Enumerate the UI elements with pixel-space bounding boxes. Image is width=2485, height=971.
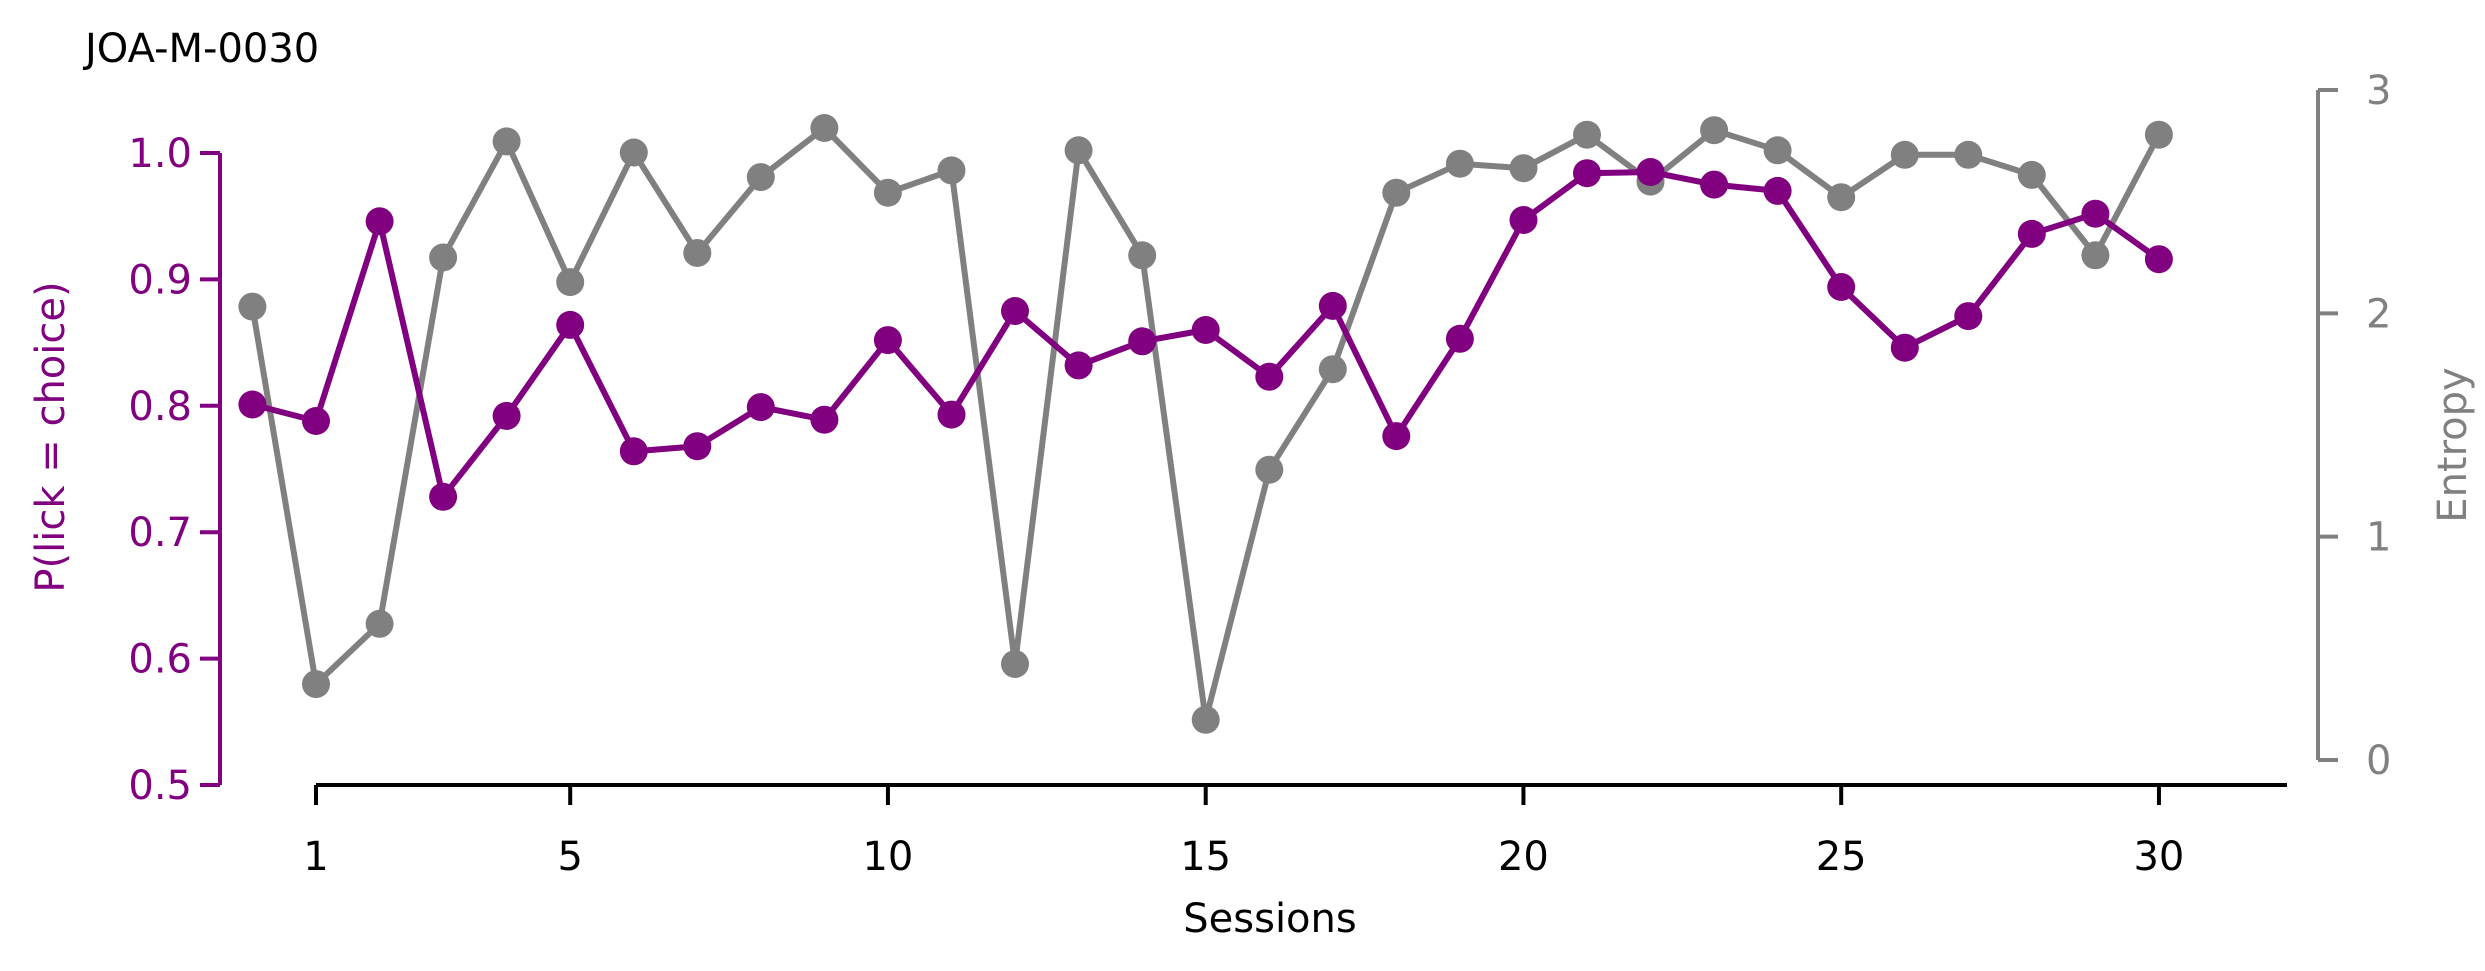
entropy-point	[1763, 136, 1792, 165]
entropy-point	[1128, 241, 1157, 270]
p-lick-choice-point	[1064, 351, 1093, 380]
p-lick-choice-point	[302, 407, 330, 435]
left-y-tick-label: 0.6	[128, 637, 192, 683]
p-lick-choice-point	[1191, 316, 1220, 344]
entropy-point	[365, 609, 394, 638]
left-y-tick-label: 0.7	[128, 510, 192, 556]
entropy-point	[619, 138, 648, 167]
entropy-point	[937, 156, 966, 185]
p-lick-choice-point	[429, 482, 458, 511]
p-lick-choice-point	[873, 326, 902, 355]
p-lick-choice-point	[1636, 158, 1665, 186]
p-lick-choice-point	[1382, 422, 1411, 451]
entropy-point	[746, 163, 775, 192]
entropy-point	[1001, 650, 1029, 678]
x-axis-title: Sessions	[1183, 896, 1356, 942]
entropy-point	[1827, 183, 1856, 212]
p-lick-choice-point	[1700, 170, 1729, 199]
entropy-point	[810, 114, 839, 142]
left-y-tick-label: 0.9	[128, 257, 192, 303]
p-lick-choice-point	[1318, 291, 1347, 320]
x-tick-label: 15	[1180, 834, 1231, 880]
entropy-point	[302, 670, 330, 699]
entropy-point	[1445, 149, 1474, 178]
left-y-tick-label: 0.5	[128, 763, 192, 809]
x-tick-label: 20	[1498, 834, 1549, 880]
entropy-point	[238, 292, 267, 321]
x-tick-label: 25	[1816, 834, 1867, 880]
p-lick-choice-point	[1954, 302, 1983, 331]
p-lick-choice-point	[810, 405, 839, 434]
entropy-point	[1954, 140, 1983, 169]
p-lick-choice-series	[238, 158, 2173, 511]
right-y-axis-title: Entropy	[2430, 367, 2476, 522]
entropy-point	[1255, 455, 1284, 484]
p-lick-choice-point	[1255, 362, 1284, 391]
p-lick-choice-point	[492, 401, 521, 430]
p-lick-choice-point	[1763, 176, 1792, 205]
right-y-tick-label: 3	[2366, 68, 2391, 114]
entropy-point	[1573, 120, 1601, 149]
p-lick-choice-point	[683, 432, 712, 461]
entropy-point	[492, 127, 521, 156]
entropy-point	[556, 268, 585, 297]
p-lick-choice-point	[746, 393, 775, 422]
p-lick-choice-point	[1509, 206, 1538, 234]
entropy-point	[1890, 140, 1919, 169]
entropy-point	[1318, 355, 1347, 384]
p-lick-choice-point	[1827, 273, 1856, 301]
entropy-point	[1064, 136, 1093, 165]
entropy-point	[429, 243, 458, 272]
entropy-point	[1509, 154, 1538, 183]
entropy-point	[2081, 241, 2110, 270]
entropy-series	[238, 114, 2173, 734]
p-lick-choice-point	[1128, 327, 1157, 356]
p-lick-choice-point	[1001, 297, 1029, 325]
right-y-tick-label: 1	[2366, 515, 2391, 561]
p-lick-choice-point	[238, 390, 267, 419]
right-y-tick-label: 2	[2366, 291, 2391, 337]
entropy-point	[1700, 116, 1729, 145]
p-lick-choice-point	[1445, 324, 1474, 353]
p-lick-choice-point	[365, 207, 394, 236]
x-tick-label: 1	[303, 834, 328, 880]
left-y-axis-title: P(lick = choice)	[28, 281, 74, 592]
p-lick-choice-point	[2017, 219, 2046, 248]
p-lick-choice-point	[1573, 159, 1601, 188]
entropy-point	[1382, 178, 1411, 207]
entropy-point	[683, 239, 712, 267]
p-lick-choice-point	[2081, 199, 2110, 228]
x-tick-label: 10	[862, 834, 913, 880]
entropy-point	[873, 178, 902, 207]
p-lick-choice-point	[556, 310, 585, 339]
p-lick-choice-point	[1890, 333, 1919, 362]
p-lick-choice-point	[2144, 245, 2173, 274]
chart-title: JOA-M-0030	[82, 26, 319, 72]
left-y-tick-label: 1.0	[128, 131, 192, 177]
p-lick-choice-point	[619, 437, 648, 466]
entropy-point	[1191, 705, 1220, 734]
right-y-tick-label: 0	[2366, 738, 2391, 784]
entropy-point	[2017, 160, 2046, 189]
x-tick-label: 5	[557, 834, 582, 880]
p-lick-choice-point	[937, 400, 966, 429]
left-y-tick-label: 0.8	[128, 384, 192, 430]
entropy-line	[249, 125, 2162, 723]
x-tick-label: 30	[2133, 834, 2184, 880]
entropy-point	[2144, 120, 2173, 149]
